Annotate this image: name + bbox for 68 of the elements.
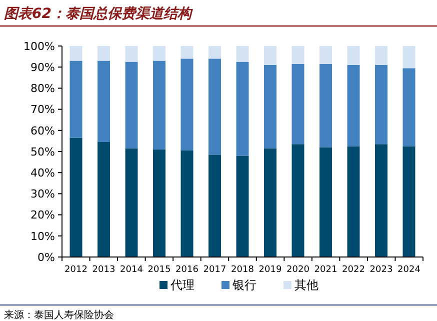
y-tick-label: 80% (30, 82, 55, 96)
bar (402, 146, 416, 257)
x-tick-label: 2018 (231, 265, 254, 275)
bar (320, 46, 332, 64)
bar (180, 150, 194, 257)
bar (347, 46, 360, 65)
bar (236, 46, 249, 62)
y-tick-label: 50% (30, 145, 55, 158)
x-tick-label: 2020 (286, 265, 310, 275)
bar (180, 58, 194, 150)
y-tick-label: 70% (30, 103, 55, 116)
x-tick-label: 2021 (314, 265, 338, 275)
bar (125, 148, 138, 257)
bar (236, 156, 249, 257)
bar (236, 62, 249, 156)
legend-label: 其他 (294, 278, 318, 292)
y-tick-label: 10% (30, 230, 55, 243)
bar (264, 64, 276, 148)
bar (180, 46, 194, 59)
bar (208, 46, 221, 59)
x-tick-label: 2024 (398, 265, 421, 275)
bar (402, 68, 416, 146)
x-tick-label: 2014 (120, 265, 144, 275)
source-note: 来源：泰国人寿保险协会 (4, 309, 114, 321)
bar (374, 46, 388, 65)
bar (70, 60, 82, 138)
bar (153, 149, 166, 257)
x-tick-label: 2022 (342, 265, 365, 275)
bar (98, 142, 110, 257)
x-tick-label: 2015 (148, 265, 171, 275)
bar (320, 147, 332, 257)
x-tick-label: 2013 (92, 265, 116, 275)
bar (292, 144, 304, 257)
bar (320, 64, 332, 148)
y-tick-label: 100% (24, 40, 55, 53)
legend-label: 代理 (170, 278, 194, 292)
bar (70, 46, 82, 61)
bar (125, 62, 138, 148)
bar (374, 64, 388, 144)
y-tick-label: 90% (30, 60, 55, 74)
bar (374, 144, 388, 257)
y-tick-label: 20% (30, 208, 55, 222)
bar (208, 58, 221, 155)
y-tick-label: 30% (30, 188, 55, 201)
chart-title: 图表62：泰国总保费渠道结构 (4, 5, 194, 22)
bar (292, 64, 304, 144)
bar (347, 146, 360, 257)
bar (125, 46, 138, 62)
bar (208, 154, 221, 257)
legend-label: 银行 (232, 278, 256, 292)
x-tick-label: 2016 (176, 265, 199, 275)
bar (402, 46, 416, 68)
bar (153, 60, 166, 150)
y-tick-label: 0% (38, 250, 55, 264)
bar (70, 138, 82, 257)
bar (98, 60, 110, 142)
bar (264, 148, 276, 257)
x-tick-label: 2012 (64, 265, 88, 275)
y-tick-label: 60% (30, 124, 55, 138)
x-tick-label: 2019 (258, 265, 282, 275)
bar (153, 46, 166, 61)
x-tick-label: 2017 (203, 265, 226, 275)
y-tick-label: 40% (30, 166, 55, 180)
bar (98, 46, 110, 61)
x-tick-label: 2023 (370, 265, 393, 275)
bar (292, 46, 304, 64)
bar (347, 64, 360, 146)
bar (264, 46, 276, 65)
